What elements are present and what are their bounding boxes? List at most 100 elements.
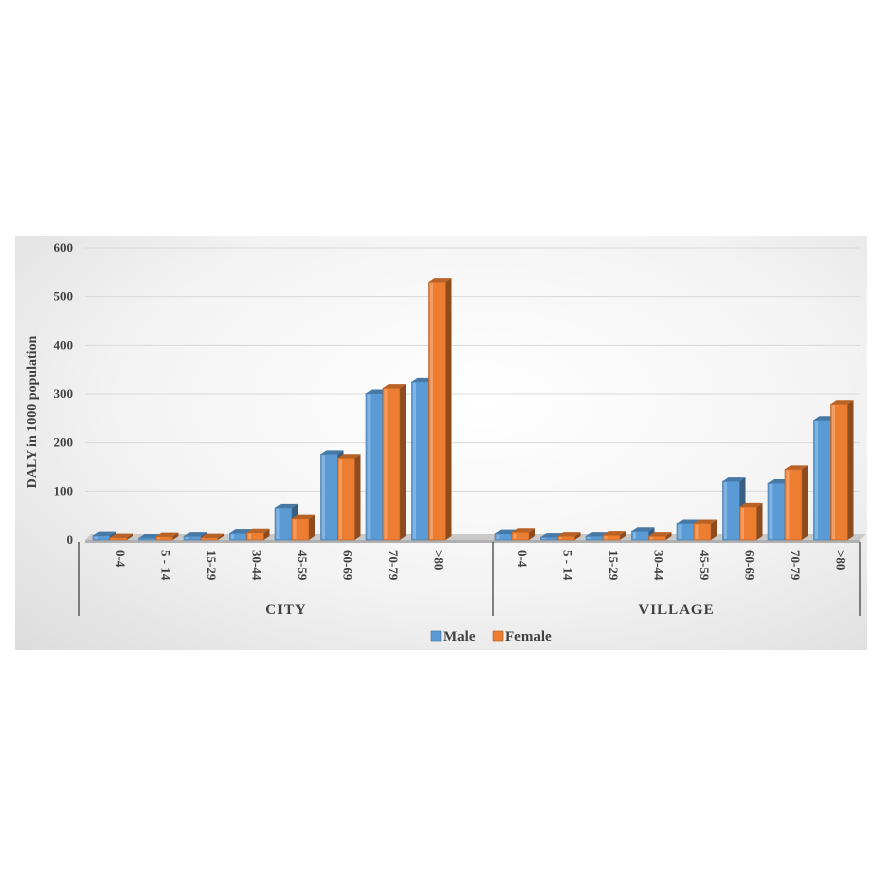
bar-highlight [293,519,297,539]
x-tick-label: 15-29 [606,550,621,581]
bar-city-female [246,528,270,541]
y-tick-label: 200 [54,435,74,450]
legend-label: Male [443,629,476,645]
x-tick-label: 45-59 [697,550,712,581]
bar-side [574,532,581,540]
bar-city-female [109,533,133,541]
bar-highlight [604,536,608,539]
bar-highlight [815,421,818,539]
bar-top [603,531,626,536]
x-tick-label: 30-44 [652,550,667,581]
bar-side [218,533,224,540]
bar-side [847,400,854,540]
bar-village-female [739,502,763,541]
bar-top [677,519,700,524]
bar-top [557,532,581,537]
bar-top [246,528,270,533]
x-group-label: VILLAGE [638,602,714,618]
bar-top [694,519,717,524]
bar-side [445,278,452,540]
bar-top [631,527,655,532]
bar-highlight [430,283,433,539]
bar-top [184,532,207,537]
bar-top [383,384,406,389]
x-tick-label: 5 - 14 [561,550,576,581]
x-tick-label: 60-69 [743,550,758,581]
x-axis: 0-4 5 - 14 15-29 30-44 45-59 60-69 70-79 >80 CIT… [78,542,861,618]
bar-side [529,528,535,540]
chart: 0 100 200 300 400 500 600 0-4 5 - 14 15-29 30-44 4… [25,240,866,645]
bar-top [428,278,452,283]
bar-highlight [695,524,699,539]
bar-side [400,384,406,540]
bar-side [354,454,361,540]
bar-top [830,400,854,405]
x-tick-label: 15-29 [204,550,219,581]
y-axis-ticks: 0 100 200 300 400 500 600 [54,240,74,547]
bar-top [110,533,133,538]
bar-village-female [784,465,808,541]
bar-city-female [291,514,315,541]
legend-label: Female [505,629,552,645]
bar-highlight [513,533,517,539]
bar-city-female [428,278,452,541]
x-tick-label: >80 [432,550,447,570]
x-tick-label: 60-69 [341,550,356,581]
bar-village-female [693,519,717,541]
x-tick-label: 70-79 [386,550,401,581]
bar-front [557,535,575,541]
gridlines [85,247,860,492]
bar-village-female [830,400,854,541]
bar-highlight [496,534,500,539]
bar-side [756,502,763,540]
bar-side [620,531,626,540]
bar-side [309,514,315,540]
bar-highlight [741,507,744,539]
bar-highlight [769,484,773,539]
bar-highlight [276,508,280,539]
y-tick-label: 0 [67,532,74,547]
bar-top [722,477,746,482]
x-tick-label: 45-59 [295,550,310,581]
y-tick-label: 300 [54,386,74,401]
bar-highlight [678,524,682,539]
bar-side [263,528,270,540]
x-tick-label: >80 [834,550,849,570]
bar-highlight [832,405,835,539]
y-axis-label: DALY in 1000 population [25,335,40,488]
bar-top [292,514,315,519]
legend: Male Female [430,629,552,645]
bar-highlight [786,470,790,539]
bar-city-female [382,384,406,541]
bar-top [648,532,672,537]
bar-highlight [185,537,189,539]
bar-highlight [542,538,545,539]
bar-top [155,532,179,537]
bar-city-female [337,454,361,541]
bar-village-female [511,528,535,541]
bar-top [337,454,361,459]
bar-side [711,519,717,540]
y-tick-label: 100 [54,483,74,498]
x-tick-label: 0-4 [113,550,128,568]
x-group-label: CITY [265,602,307,618]
bar-highlight [633,532,636,539]
y-tick-label: 400 [54,337,74,352]
bar-side [127,533,133,540]
y-tick-label: 500 [54,289,74,304]
bar-top [320,450,344,455]
bar-village-female [648,532,672,541]
x-tick-label: 5 - 14 [159,550,174,581]
bar-side [665,532,672,540]
bar-side [802,465,808,540]
bar-city-female [155,532,179,541]
bar-front [648,535,666,541]
x-tick-label: 30-44 [250,550,265,581]
bars [92,278,854,541]
bar-top [739,502,763,507]
bar-top [785,465,808,470]
bar-top [93,531,116,536]
bar-highlight [339,459,342,539]
bar-village-female [557,532,581,541]
bar-highlight [322,455,325,539]
